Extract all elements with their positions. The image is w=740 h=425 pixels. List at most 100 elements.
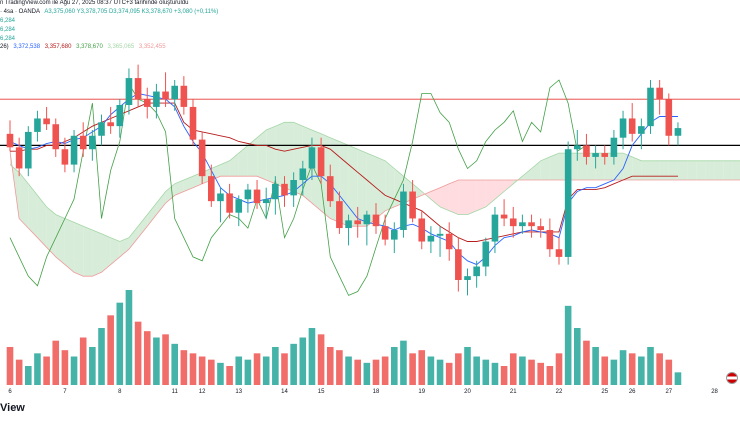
candle-body bbox=[436, 233, 444, 236]
volume-bar bbox=[317, 334, 325, 385]
candle-body bbox=[116, 105, 124, 127]
x-tick-label: 6 bbox=[8, 389, 12, 395]
x-tick-label: 14 bbox=[281, 389, 288, 395]
cloud-segment bbox=[604, 153, 614, 180]
span-b-line bbox=[9, 151, 740, 277]
cloud-segment bbox=[128, 226, 139, 250]
cloud-segment bbox=[522, 168, 532, 180]
candle-body bbox=[326, 176, 334, 202]
candle-body bbox=[70, 135, 78, 165]
cloud-segment bbox=[247, 137, 258, 177]
cloud-segment bbox=[348, 145, 358, 227]
candle-body bbox=[455, 249, 462, 280]
cloud-segment bbox=[531, 160, 541, 180]
volume-bar bbox=[638, 356, 645, 385]
candle-body bbox=[482, 241, 490, 267]
chart-header-credit: n TradingView.com ile Ağu 27, 2025 08:37… bbox=[0, 0, 192, 6]
indicator-value-1: 6,284 bbox=[0, 18, 16, 24]
candle-body bbox=[537, 226, 544, 230]
volume-bar bbox=[180, 350, 188, 385]
cloud-segment bbox=[732, 160, 740, 180]
candle-body bbox=[574, 145, 581, 150]
volume-bar bbox=[345, 356, 352, 385]
cloud-segment bbox=[284, 122, 294, 192]
volume-bar bbox=[290, 343, 297, 385]
candle-body bbox=[628, 118, 636, 134]
volume-bar bbox=[198, 356, 206, 385]
cloud-segment bbox=[705, 160, 715, 180]
candle-body bbox=[217, 193, 224, 202]
indicator-value-3: 6,284 bbox=[0, 36, 16, 42]
candle-body bbox=[500, 214, 508, 219]
candle-body bbox=[253, 189, 261, 204]
volume-bar bbox=[427, 356, 435, 385]
cloud-segment bbox=[366, 153, 376, 227]
x-tick-label: 19 bbox=[418, 389, 425, 395]
volume-bar bbox=[583, 340, 590, 385]
candle-body bbox=[6, 133, 14, 148]
candle-body bbox=[171, 85, 178, 100]
volume-bar bbox=[546, 366, 554, 385]
cloud-segment bbox=[174, 180, 184, 196]
candle-body bbox=[262, 199, 270, 204]
x-tick-label: 18 bbox=[373, 389, 380, 395]
volume-bar bbox=[15, 359, 23, 385]
candle-body bbox=[290, 180, 297, 196]
cloud-segment bbox=[476, 180, 486, 211]
candle-body bbox=[619, 118, 627, 138]
cloud-segment bbox=[28, 183, 38, 238]
ichimoku-spanb-val: 3,352,455 bbox=[138, 44, 166, 50]
candle-body bbox=[665, 99, 673, 136]
candle-body bbox=[226, 193, 233, 213]
tradingview-watermark: View bbox=[0, 402, 25, 414]
cloud-segment bbox=[37, 195, 47, 248]
candle-body bbox=[134, 78, 142, 100]
candle-body bbox=[43, 118, 50, 125]
ichimoku-spana-val: 3,365,065 bbox=[107, 44, 135, 50]
cloud-segment bbox=[238, 145, 248, 177]
cloud-segment bbox=[357, 149, 367, 227]
volume-bar bbox=[564, 305, 572, 385]
volume-bar bbox=[326, 347, 334, 385]
candle-body bbox=[555, 249, 563, 257]
volume-bar bbox=[509, 353, 517, 385]
cloud-segment bbox=[19, 172, 29, 229]
volume-bar bbox=[70, 356, 78, 385]
cloud-segment bbox=[119, 237, 129, 257]
cloud-segment bbox=[183, 176, 193, 192]
candle-body bbox=[299, 168, 307, 180]
candle-body bbox=[25, 131, 32, 169]
cloud-segment bbox=[668, 160, 678, 180]
cloud-segment bbox=[165, 183, 175, 204]
candle-body bbox=[409, 191, 416, 219]
candle-body bbox=[15, 147, 23, 169]
candle-body bbox=[345, 220, 352, 229]
candle-body bbox=[235, 199, 243, 213]
cloud-segment bbox=[458, 180, 468, 215]
candle-body bbox=[89, 135, 96, 150]
candle-body bbox=[107, 122, 114, 127]
cloud-segment bbox=[467, 180, 477, 215]
volume-bar bbox=[528, 359, 535, 385]
candle-body bbox=[143, 99, 151, 107]
volume-bar bbox=[171, 343, 178, 385]
volume-bar bbox=[363, 362, 371, 385]
volume-bar bbox=[143, 331, 151, 385]
candle-body bbox=[464, 276, 471, 280]
volume-bar bbox=[500, 366, 508, 385]
volume-bar bbox=[235, 356, 243, 385]
candle-body bbox=[400, 191, 407, 230]
volume-bar bbox=[647, 347, 654, 385]
cloud-segment bbox=[110, 237, 120, 265]
x-tick-label: 11 bbox=[172, 389, 179, 395]
cloud-segment bbox=[74, 222, 84, 277]
candle-body bbox=[528, 222, 535, 227]
candle-body bbox=[647, 87, 654, 127]
candle-body bbox=[601, 153, 609, 157]
ohlc-text: A3,375,060 Y3,378,705 D3,374,095 K3,378,… bbox=[44, 9, 219, 15]
volume-bar bbox=[162, 334, 169, 385]
volume-bar bbox=[107, 315, 114, 385]
volume-bar bbox=[400, 340, 407, 385]
